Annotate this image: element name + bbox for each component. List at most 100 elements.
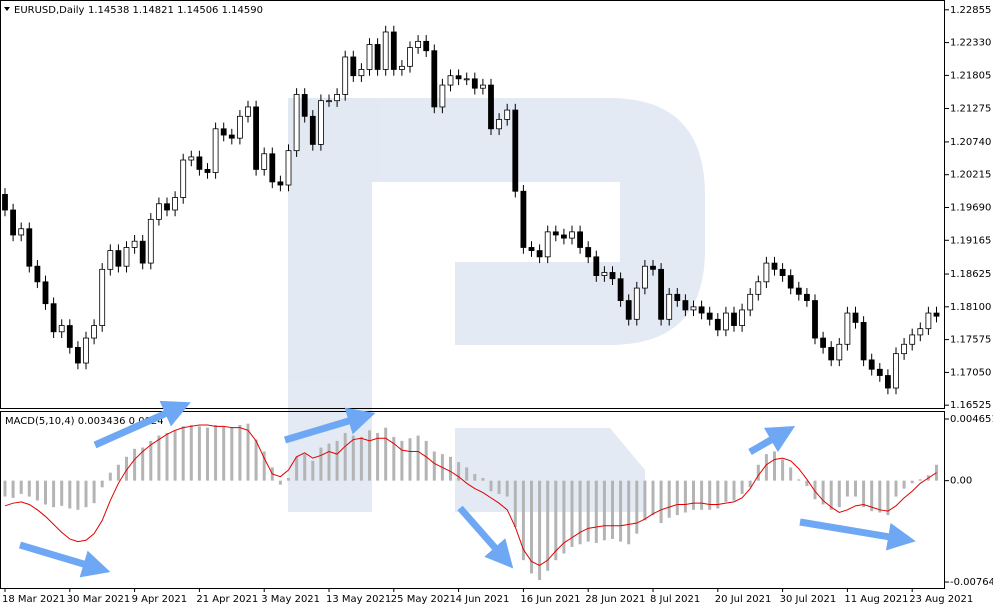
histogram-bar	[303, 454, 307, 481]
candle-body	[455, 75, 462, 80]
candle-body	[334, 94, 341, 102]
candle-body	[34, 265, 41, 283]
histogram-bar	[829, 480, 833, 510]
candle-body	[569, 231, 575, 239]
histogram-bar	[465, 467, 469, 481]
y-tick-label: 1.22855	[950, 5, 991, 16]
candle-body	[172, 197, 179, 211]
y-tick-label: 1.20740	[950, 137, 991, 148]
histogram-bar	[76, 480, 80, 510]
candle-body	[552, 231, 559, 236]
x-tick-label: 3 May 2021	[261, 594, 320, 605]
candle-body	[301, 94, 308, 117]
candle-body	[893, 353, 899, 389]
candle-body	[58, 325, 65, 333]
candle-body	[431, 50, 438, 108]
histogram-bar	[432, 451, 436, 481]
candle-body	[852, 312, 859, 323]
y-tick-label: 1.16525	[950, 400, 991, 411]
candle-body	[763, 262, 770, 283]
candle-body	[471, 78, 478, 89]
histogram-bar	[530, 480, 533, 574]
y-tick-label: 1.22330	[950, 38, 991, 49]
candle-body	[512, 109, 519, 192]
candle-body	[285, 150, 292, 186]
candle-body	[366, 44, 373, 70]
candle-body	[536, 250, 543, 258]
candle-body	[26, 228, 33, 267]
histogram-bar	[643, 480, 647, 521]
candle-body	[91, 325, 97, 339]
candle-body	[836, 343, 843, 361]
x-tick-label: 23 Aug 2021	[909, 594, 973, 605]
ohlc-readout: 1.14538 1.14821 1.14506 1.14590	[88, 5, 263, 16]
histogram-bar	[92, 480, 96, 504]
candle-body	[115, 250, 122, 267]
y-tick-label: 1.20215	[950, 170, 991, 181]
candle-body	[269, 153, 276, 183]
histogram-bar	[319, 447, 323, 481]
histogram-bar	[521, 480, 525, 561]
candle-body	[358, 69, 365, 77]
y-tick-label: 1.19690	[950, 202, 991, 213]
candle-body	[188, 156, 195, 161]
candle-body	[544, 231, 551, 258]
histogram-bar	[781, 459, 785, 481]
candle-body	[18, 228, 25, 236]
macd-title: MACD(5,10,4) 0.003436 0.0024	[5, 416, 164, 427]
histogram-bar	[84, 480, 88, 508]
candle-body	[561, 234, 567, 239]
candle-body	[925, 312, 932, 330]
candle-body	[844, 312, 851, 345]
histogram-bar	[295, 456, 299, 481]
candle-body	[83, 337, 89, 364]
x-tick-label: 21 Apr 2021	[196, 594, 258, 605]
candle-body	[2, 193, 8, 211]
y-tick-label: 1.17575	[950, 335, 991, 346]
y-tick-label: 1.21805	[950, 70, 991, 81]
histogram-bar	[230, 427, 234, 481]
histogram-bar	[773, 451, 776, 481]
candle-body	[342, 56, 349, 95]
histogram-bar	[222, 426, 226, 481]
histogram-bar	[797, 479, 801, 481]
histogram-bar	[60, 480, 64, 506]
y-tick-label: 1.21275	[950, 103, 991, 114]
candle-body	[747, 293, 754, 311]
histogram-bar	[821, 480, 825, 505]
histogram-bar	[68, 480, 72, 509]
histogram-bar	[214, 424, 218, 481]
candle-body	[423, 40, 430, 52]
histogram-bar	[594, 480, 598, 543]
histogram-bar	[481, 478, 485, 481]
x-tick-label: 30 Mar 2021	[67, 594, 130, 605]
histogram-bar	[392, 436, 396, 481]
x-tick-label: 11 Aug 2021	[844, 594, 908, 605]
histogram-bar	[157, 435, 161, 481]
histogram-bar	[116, 464, 120, 481]
candle-body	[933, 312, 940, 317]
histogram-bar	[246, 423, 250, 481]
candle-body	[731, 312, 737, 326]
x-tick-label: 16 Jun 2021	[520, 594, 580, 605]
histogram-bar	[675, 480, 679, 516]
histogram-bar	[586, 480, 590, 542]
candle-body	[123, 247, 130, 267]
histogram-bar	[716, 480, 720, 509]
candle-body	[601, 272, 608, 276]
candle-body	[496, 119, 503, 130]
candle-body	[609, 272, 616, 280]
candle-body	[253, 106, 260, 170]
x-tick-label: 25 May 2021	[391, 594, 456, 605]
y-tick-label: 0.004651	[950, 414, 993, 425]
histogram-bar	[611, 480, 614, 539]
candle-body	[885, 375, 891, 389]
histogram-bar	[327, 443, 331, 481]
histogram-bar	[27, 480, 31, 497]
price-frame	[0, 0, 945, 409]
candle-body	[528, 247, 535, 251]
histogram-bar	[651, 480, 655, 516]
histogram-bar	[805, 480, 809, 486]
histogram-bar	[343, 432, 347, 481]
candle-body	[488, 84, 494, 130]
